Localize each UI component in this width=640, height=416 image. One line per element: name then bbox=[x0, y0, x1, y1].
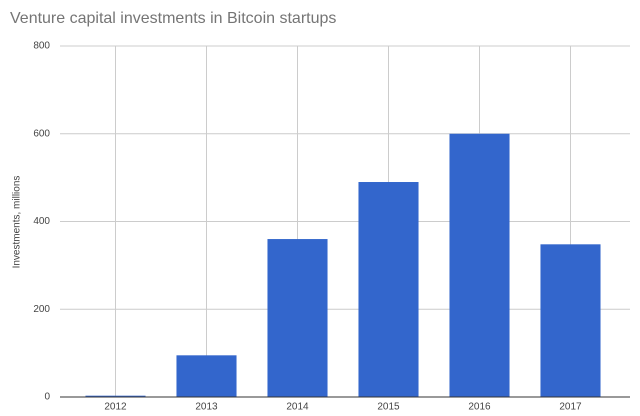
y-tick-label: 200 bbox=[33, 304, 50, 315]
y-tick-label: 600 bbox=[33, 128, 50, 139]
bar bbox=[176, 355, 237, 397]
y-tick-label: 400 bbox=[33, 216, 50, 227]
y-axis-label: Investments, millions bbox=[12, 176, 23, 269]
y-tick-label: 800 bbox=[33, 41, 50, 52]
x-tick-label: 2015 bbox=[377, 402, 400, 413]
bar bbox=[449, 133, 510, 397]
bar bbox=[85, 395, 146, 397]
x-tick-label: 2014 bbox=[286, 402, 309, 413]
chart-title: Venture capital investments in Bitcoin s… bbox=[10, 10, 336, 27]
bar bbox=[267, 239, 328, 397]
x-tick-label: 2017 bbox=[559, 402, 582, 413]
bar bbox=[540, 244, 601, 397]
y-tick-label: 0 bbox=[44, 392, 50, 403]
bar bbox=[358, 182, 419, 397]
x-tick-label: 2012 bbox=[104, 402, 127, 413]
x-tick-label: 2013 bbox=[195, 402, 218, 413]
x-tick-label: 2016 bbox=[468, 402, 491, 413]
